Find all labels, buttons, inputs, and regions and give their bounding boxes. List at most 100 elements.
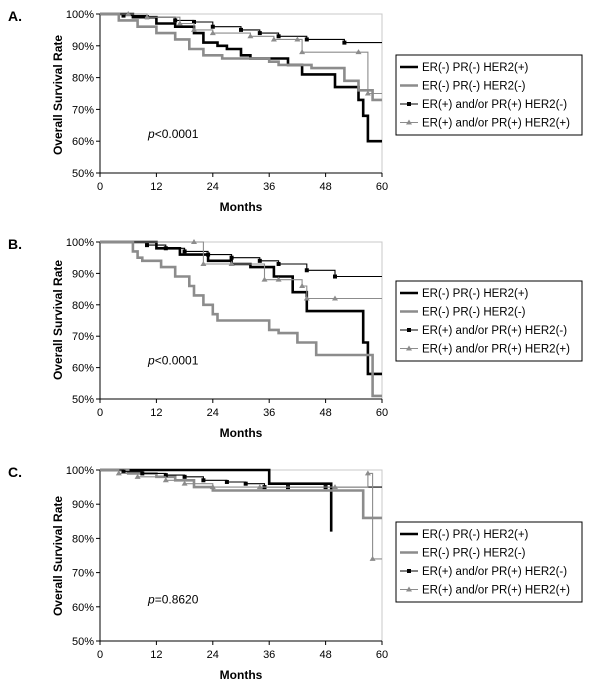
censor-marker <box>121 13 126 18</box>
panel-c: C. 50% 60% 70% 80% 90% 100% 0 12 24 36 48 60 Months Ov… <box>8 464 583 682</box>
y-tick-label: 60% <box>72 136 94 148</box>
x-tick-label: 36 <box>263 181 275 193</box>
censor-marker <box>276 261 281 266</box>
y-tick-label: 80% <box>72 533 94 545</box>
y-tick-label: 60% <box>72 602 94 614</box>
survival-curve <box>100 240 382 376</box>
censor-marker <box>228 260 235 266</box>
censor-marker <box>299 49 306 55</box>
y-tick-label: 80% <box>72 300 94 312</box>
y-axis-label: Overall Survival Rate <box>51 260 65 380</box>
censor-marker <box>206 252 211 257</box>
x-tick-label: 0 <box>97 181 103 193</box>
legend-marker <box>407 328 411 332</box>
plot-frame <box>99 469 383 642</box>
y-tick-label: 100% <box>66 9 94 21</box>
censor-marker <box>332 295 338 301</box>
censor-marker <box>256 484 263 490</box>
censor-marker <box>144 14 150 20</box>
censor-marker <box>355 49 362 55</box>
p-value-text: <0.0001 <box>155 127 199 141</box>
legend-box <box>395 54 583 136</box>
series-3 <box>100 239 382 301</box>
p-value-symbol: p <box>147 353 155 367</box>
x-axis-label: Months <box>220 668 263 682</box>
legend-label: ER(-) PR(-) HER2(-) <box>422 307 526 319</box>
survival-curve <box>100 468 333 532</box>
censor-marker <box>200 260 207 266</box>
x-tick-label: 48 <box>319 181 331 193</box>
survival-curve <box>100 12 382 143</box>
series-0 <box>100 468 333 532</box>
legend-marker <box>406 586 412 592</box>
censor-marker <box>369 555 376 561</box>
censor-marker <box>192 19 196 24</box>
p-value-symbol: p <box>147 592 155 606</box>
censor-marker <box>134 473 141 479</box>
legend-label: ER(-) PR(-) HER2(+) <box>422 288 529 300</box>
legend-label: ER(+) and/or PR(+) HER2(-) <box>422 566 567 578</box>
censor-marker <box>294 36 301 42</box>
p-value: p<0.0001 <box>147 127 199 141</box>
y-tick-label: 50% <box>72 168 94 180</box>
censor-marker <box>276 34 281 39</box>
series-0 <box>100 12 382 143</box>
series-0 <box>100 240 382 376</box>
x-tick-label: 24 <box>207 407 219 419</box>
legend-marker <box>407 569 411 573</box>
x-tick-label: 60 <box>376 181 388 193</box>
legend-marker <box>406 119 412 125</box>
panel-a: A. 50% 60% 70% 80% 90% 100% 0 12 24 36 48 60 Months Ov… <box>8 8 583 214</box>
legend: ER(-) PR(-) HER2(+) ER(-) PR(-) HER2(-) ER… <box>395 280 583 362</box>
censor-marker <box>201 478 206 483</box>
x-tick-label: 36 <box>263 649 275 661</box>
x-tick-label: 60 <box>376 649 388 661</box>
y-tick-label: 90% <box>72 499 94 511</box>
legend-label: ER(+) and/or PR(+) HER2(+) <box>422 585 570 597</box>
censor-marker <box>247 33 254 39</box>
legend-box <box>395 280 583 362</box>
series-2 <box>100 469 382 490</box>
legend-label: ER(-) PR(-) HER2(-) <box>422 548 526 560</box>
series-2 <box>100 241 382 279</box>
censor-marker <box>342 40 347 45</box>
x-tick-label: 12 <box>150 407 162 419</box>
censor-marker <box>209 484 216 490</box>
censor-marker <box>163 473 168 478</box>
y-tick-label: 70% <box>72 104 94 116</box>
p-value-symbol: p <box>147 127 155 141</box>
censor-marker <box>182 249 187 254</box>
censor-marker <box>210 24 215 29</box>
x-tick-label: 36 <box>263 407 275 419</box>
censor-marker <box>191 26 197 32</box>
censor-marker <box>173 18 178 23</box>
legend: ER(-) PR(-) HER2(+) ER(-) PR(-) HER2(-) ER… <box>395 521 583 603</box>
censor-marker <box>304 268 309 273</box>
y-tick-label: 90% <box>72 41 94 53</box>
censor-marker <box>333 274 337 279</box>
censor-marker <box>145 243 149 248</box>
y-tick-label: 50% <box>72 636 94 648</box>
panel-label: B. <box>8 236 22 252</box>
y-tick-label: 50% <box>72 394 94 406</box>
censor-marker <box>224 479 229 484</box>
censor-marker <box>275 276 282 282</box>
p-value-text: =0.8620 <box>155 592 199 606</box>
survival-curve <box>100 469 382 560</box>
legend-box <box>395 521 583 603</box>
x-tick-label: 0 <box>97 407 103 419</box>
censor-marker <box>299 282 306 288</box>
censor-marker <box>243 481 248 486</box>
x-axis-label: Months <box>220 426 263 440</box>
survival-curve <box>100 12 382 102</box>
survival-curve <box>100 13 382 95</box>
censor-marker <box>261 276 268 282</box>
survival-curve <box>100 241 382 300</box>
x-tick-label: 24 <box>207 181 219 193</box>
panel-b: B. 50% 60% 70% 80% 90% 100% 0 12 24 36 48 60 Months Ov… <box>8 236 583 440</box>
y-axis-label: Overall Survival Rate <box>51 496 65 616</box>
censor-marker <box>364 90 371 96</box>
p-value: p=0.8620 <box>147 592 199 606</box>
x-tick-label: 48 <box>319 407 331 419</box>
